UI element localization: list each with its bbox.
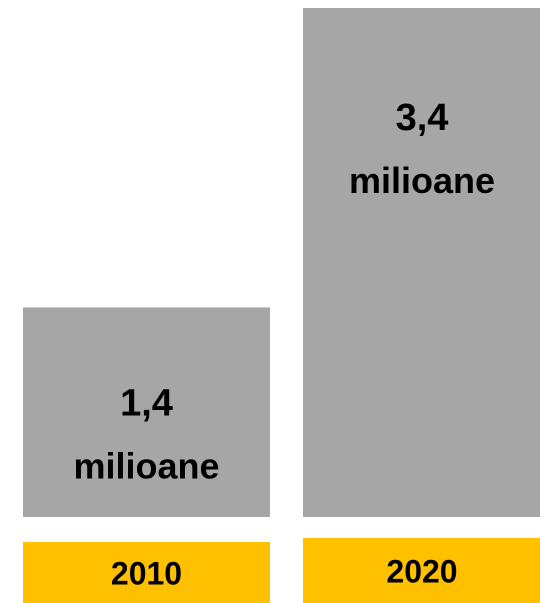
category-box-2010 bbox=[23, 542, 270, 603]
bar-2010 bbox=[23, 307, 270, 517]
bar-unit-label: milioane bbox=[349, 160, 495, 201]
bar-value-label: 1,4 bbox=[120, 382, 173, 424]
bar-2020 bbox=[303, 8, 540, 517]
bar-unit-label: milioane bbox=[73, 445, 219, 486]
category-label: 2010 bbox=[111, 556, 182, 592]
category-box-2020 bbox=[303, 538, 540, 603]
category-label: 2020 bbox=[386, 554, 457, 590]
bar-value-label: 3,4 bbox=[396, 97, 449, 139]
